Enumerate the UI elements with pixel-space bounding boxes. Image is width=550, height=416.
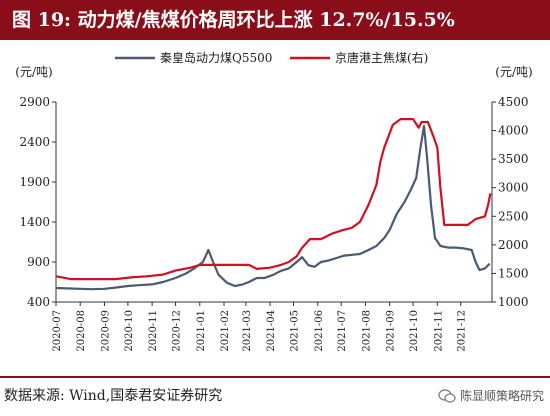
line-chart: (元/吨) (元/吨) 秦皇岛动力煤Q5500 京唐港主焦煤(右) 400 900… xyxy=(15,50,532,352)
source-footer: 数据来源: Wind,国泰君安证券研究 陈显顺策略研究 xyxy=(0,376,550,416)
watermark: 陈显顺策略研究 xyxy=(438,378,544,414)
x-tick-label: 2021-09 xyxy=(386,310,397,352)
right-tick-label: 2000 xyxy=(498,238,529,252)
wechat-icon xyxy=(438,389,456,403)
axes xyxy=(55,102,493,303)
left-tick-label: 400 xyxy=(27,295,50,309)
x-tick-label: 2020-09 xyxy=(100,310,111,352)
x-tick-label: 2020-12 xyxy=(172,310,183,352)
x-tick-label: 2021-06 xyxy=(314,310,325,352)
left-tick-label: 900 xyxy=(27,255,50,269)
x-tick-label: 2021-11 xyxy=(433,310,444,352)
x-tick-label: 2021-03 xyxy=(242,310,253,352)
right-tick-label: 4500 xyxy=(498,95,529,109)
left-tick-label: 2900 xyxy=(19,95,50,109)
right-tick-label: 1500 xyxy=(498,266,529,280)
right-tick-label: 4000 xyxy=(498,124,529,138)
x-tick-label: 2020-07 xyxy=(52,310,63,352)
left-tick-label: 2400 xyxy=(19,135,50,149)
watermark-text: 陈显顺策略研究 xyxy=(459,389,544,403)
series-line-1 xyxy=(55,124,491,291)
x-tick-label: 2021-01 xyxy=(196,310,207,352)
x-tick-label: 2020-11 xyxy=(148,310,159,352)
right-axis-unit: (元/吨) xyxy=(495,65,532,79)
right-tick-label: 2500 xyxy=(498,209,529,223)
x-axis-ticks: 2020-07 2020-08 2020-09 2020-10 2020-11 2020-… xyxy=(52,302,468,352)
figure-title: 图 19: 动力煤/焦煤价格周环比上涨 12.7%/15.5% xyxy=(0,0,550,40)
left-tick-label: 1400 xyxy=(19,215,50,229)
source-text: 数据来源: Wind,国泰君安证券研究 xyxy=(4,388,223,404)
x-tick-label: 2021-02 xyxy=(220,310,231,352)
right-tick-label: 1000 xyxy=(498,295,529,309)
x-tick-label: 2021-10 xyxy=(409,310,420,352)
series-lines xyxy=(55,118,492,291)
x-tick-label: 2021-05 xyxy=(290,310,301,352)
x-tick-label: 2020-10 xyxy=(124,310,135,352)
left-y-axis-ticks: 400 900 1400 1900 2400 2900 xyxy=(19,95,56,309)
left-axis-unit: (元/吨) xyxy=(15,65,52,79)
right-y-axis-ticks: 1000 1500 2000 2500 3000 3500 4000 4500 xyxy=(492,95,529,309)
series-line-2 xyxy=(55,118,492,281)
legend-label-series1: 秦皇岛动力煤Q5500 xyxy=(160,50,272,65)
right-tick-label: 3000 xyxy=(498,181,529,195)
x-tick-label: 2020-08 xyxy=(76,310,87,352)
x-tick-label: 2021-12 xyxy=(457,310,468,352)
right-tick-label: 3500 xyxy=(498,152,529,166)
x-tick-label: 2021-08 xyxy=(361,310,372,352)
x-tick-label: 2021-07 xyxy=(337,310,348,352)
legend-label-series2: 京唐港主焦煤(右) xyxy=(335,50,428,65)
legend: 秦皇岛动力煤Q5500 京唐港主焦煤(右) xyxy=(115,50,428,65)
x-tick-label: 2021-04 xyxy=(266,310,277,352)
left-tick-label: 1900 xyxy=(19,175,50,189)
